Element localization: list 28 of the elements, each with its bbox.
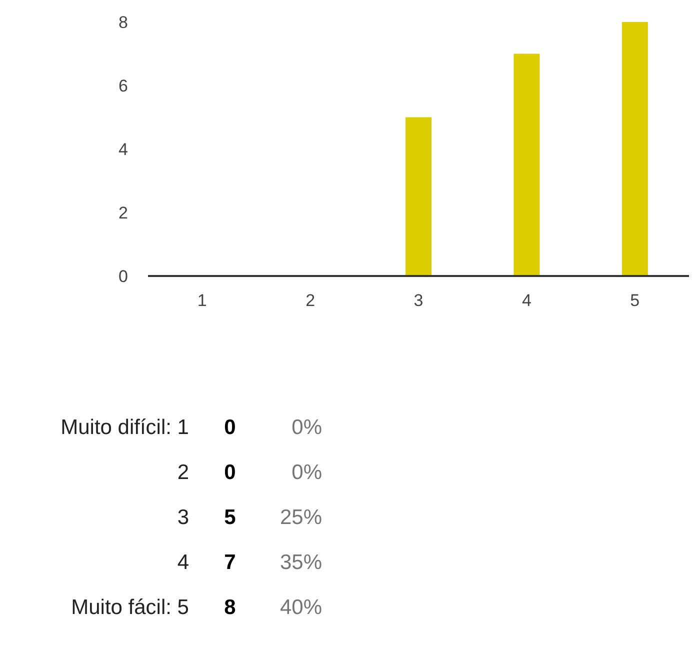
text: 5 [223, 506, 237, 530]
x-tick-label: 4 [522, 291, 532, 310]
y-tick-label: 0 [118, 267, 128, 286]
text: 40% [280, 596, 322, 620]
text: 0% [292, 416, 322, 440]
y-tick-label: 8 [118, 13, 128, 32]
bar [406, 117, 432, 276]
text: 0 [223, 416, 237, 440]
text: 8 [223, 596, 237, 620]
text: 25% [280, 506, 322, 530]
text: 4 [177, 551, 189, 575]
y-tick-label: 4 [118, 140, 128, 160]
text: Muito fácil: 5 [71, 596, 189, 620]
text: Muito difícil: 1 [60, 416, 189, 440]
x-tick-label: 3 [414, 291, 424, 310]
x-tick-label: 2 [306, 291, 316, 310]
text: 0 [223, 461, 237, 485]
text: 2 [177, 461, 189, 485]
text: 0% [292, 461, 322, 485]
text: 7 [223, 551, 237, 575]
y-tick-label: 2 [118, 204, 128, 223]
x-tick-label: 1 [197, 291, 207, 310]
y-tick-label: 6 [118, 76, 128, 96]
text: 3 [177, 506, 189, 530]
bar [514, 54, 540, 276]
x-tick-label: 5 [630, 291, 640, 310]
bar [622, 22, 648, 276]
text: 35% [280, 551, 322, 575]
